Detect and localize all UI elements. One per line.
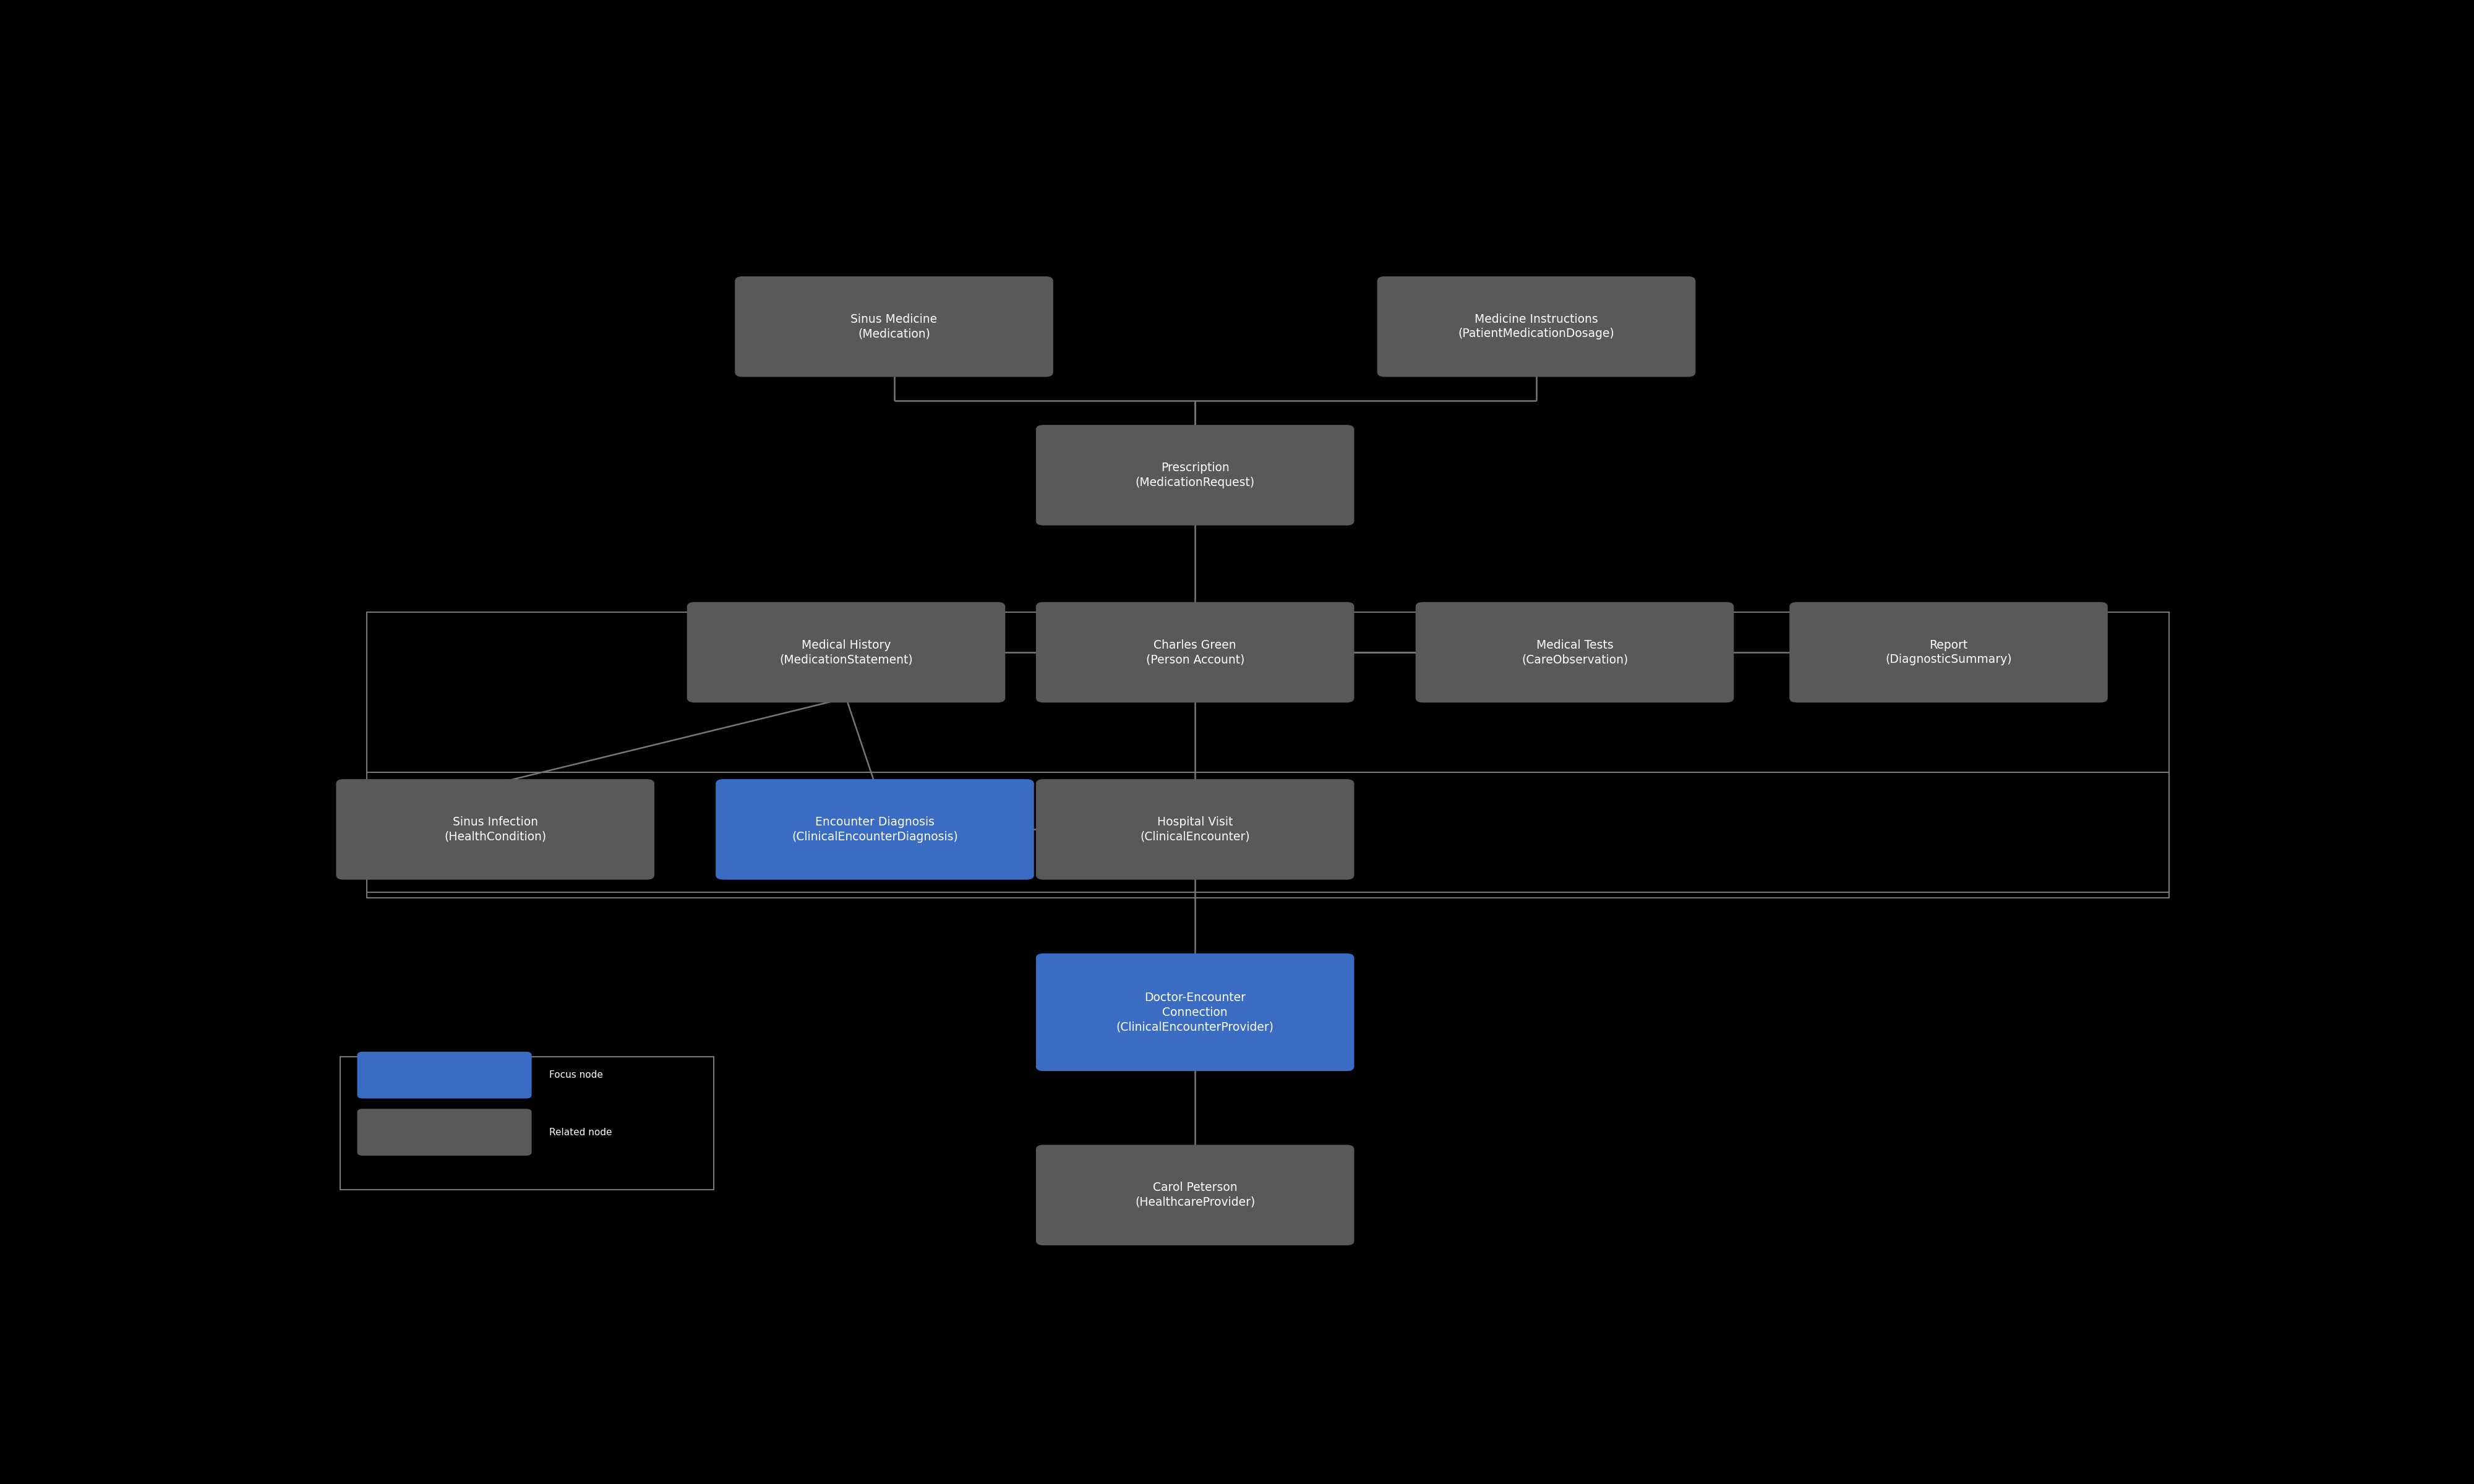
Text: Sinus Infection
(HealthCondition): Sinus Infection (HealthCondition) <box>445 816 547 843</box>
FancyBboxPatch shape <box>1037 779 1353 880</box>
Text: Report
(DiagnosticSummary): Report (DiagnosticSummary) <box>1885 640 2011 665</box>
Text: Encounter Diagnosis
(ClinicalEncounterDiagnosis): Encounter Diagnosis (ClinicalEncounterDi… <box>792 816 957 843</box>
FancyBboxPatch shape <box>1037 1144 1353 1245</box>
FancyBboxPatch shape <box>688 603 1004 702</box>
Text: Charles Green
(Person Account): Charles Green (Person Account) <box>1145 640 1244 665</box>
FancyBboxPatch shape <box>1037 603 1353 702</box>
FancyBboxPatch shape <box>336 779 653 880</box>
Text: Medical History
(MedicationStatement): Medical History (MedicationStatement) <box>779 640 913 665</box>
Text: Related node: Related node <box>549 1128 611 1137</box>
FancyBboxPatch shape <box>1037 424 1353 525</box>
Text: Doctor-Encounter
Connection
(ClinicalEncounterProvider): Doctor-Encounter Connection (ClinicalEnc… <box>1116 991 1274 1033</box>
FancyBboxPatch shape <box>735 276 1054 377</box>
FancyBboxPatch shape <box>1415 603 1734 702</box>
Text: Medical Tests
(CareObservation): Medical Tests (CareObservation) <box>1522 640 1628 665</box>
Text: Prescription
(MedicationRequest): Prescription (MedicationRequest) <box>1136 462 1254 488</box>
FancyBboxPatch shape <box>356 1109 532 1156</box>
Text: Sinus Medicine
(Medication): Sinus Medicine (Medication) <box>851 313 938 340</box>
Text: Carol Peterson
(HealthcareProvider): Carol Peterson (HealthcareProvider) <box>1136 1181 1254 1208</box>
FancyBboxPatch shape <box>356 1052 532 1098</box>
FancyBboxPatch shape <box>1037 953 1353 1071</box>
FancyBboxPatch shape <box>715 779 1034 880</box>
Text: Medicine Instructions
(PatientMedicationDosage): Medicine Instructions (PatientMedication… <box>1457 313 1616 340</box>
Text: Focus node: Focus node <box>549 1070 604 1080</box>
Bar <box>366 613 2170 898</box>
Bar <box>339 1057 715 1190</box>
FancyBboxPatch shape <box>1789 603 2108 702</box>
Bar <box>366 772 2170 892</box>
Text: Hospital Visit
(ClinicalEncounter): Hospital Visit (ClinicalEncounter) <box>1141 816 1249 843</box>
FancyBboxPatch shape <box>1378 276 1695 377</box>
